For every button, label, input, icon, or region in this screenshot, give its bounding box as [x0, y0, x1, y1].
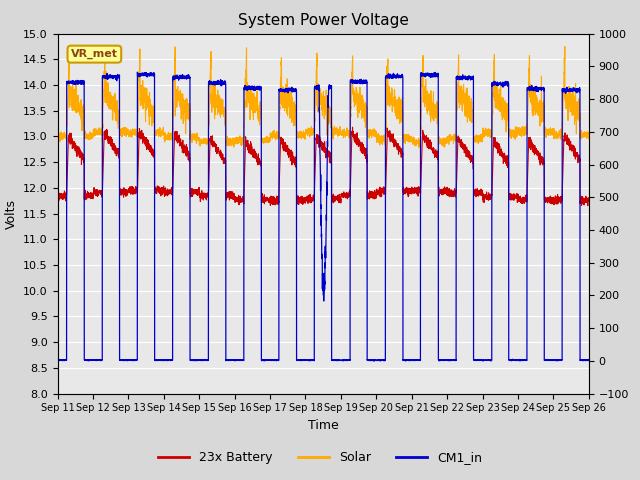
- Text: VR_met: VR_met: [71, 49, 118, 59]
- X-axis label: Time: Time: [308, 419, 339, 432]
- Y-axis label: Volts: Volts: [4, 199, 17, 228]
- Title: System Power Voltage: System Power Voltage: [238, 13, 408, 28]
- Legend: 23x Battery, Solar, CM1_in: 23x Battery, Solar, CM1_in: [153, 446, 487, 469]
